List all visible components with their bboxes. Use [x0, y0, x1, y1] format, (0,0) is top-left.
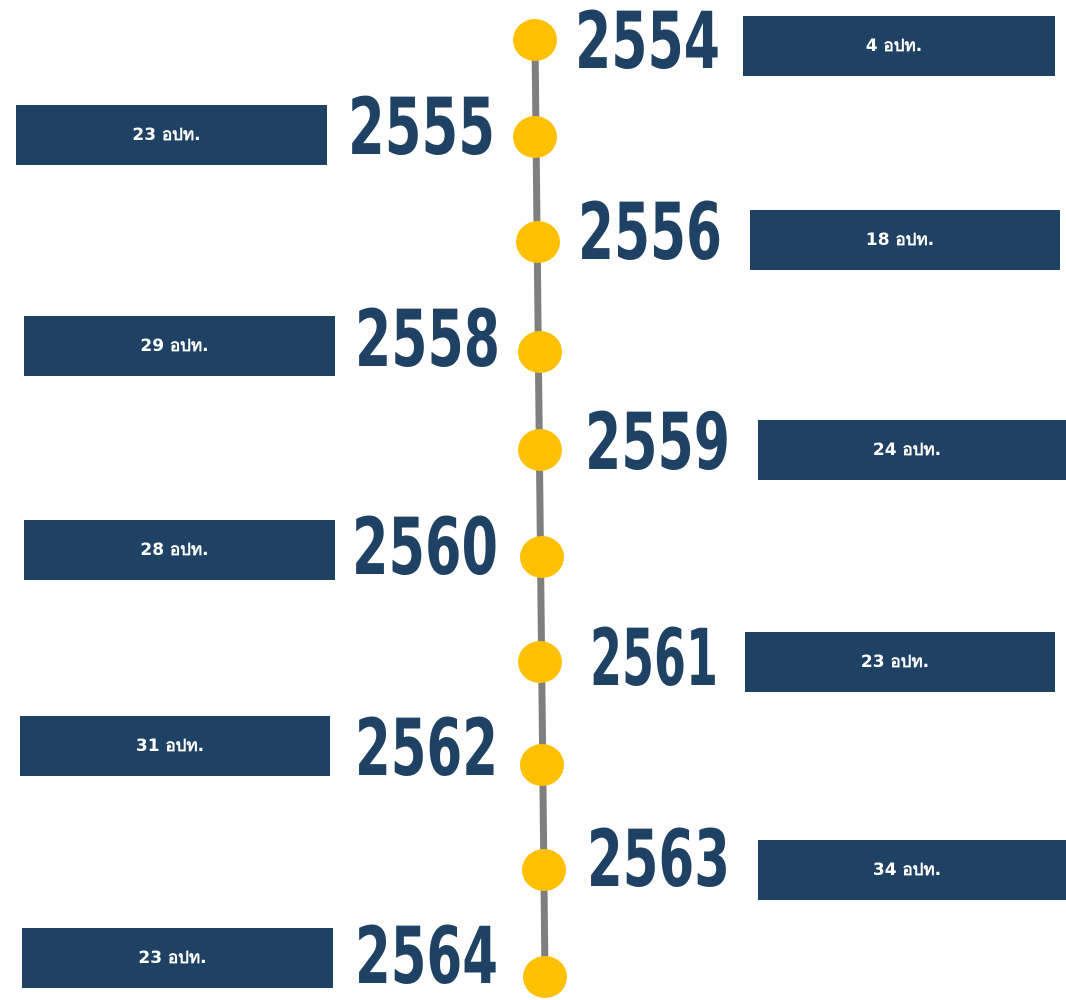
timeline-dot — [520, 536, 564, 578]
year-label: 2563 — [587, 815, 730, 905]
timeline-dot — [518, 641, 562, 683]
timeline-dot — [518, 429, 562, 471]
label-box — [750, 210, 1060, 270]
timeline-axis — [531, 39, 549, 978]
timeline-dot — [516, 221, 560, 263]
label-box — [743, 16, 1055, 76]
year-label: 2555 — [348, 83, 495, 173]
label-box — [758, 840, 1066, 900]
year-label: 2556 — [578, 188, 722, 278]
label-box — [758, 420, 1066, 480]
year-label: 2554 — [575, 0, 720, 87]
year-label: 2559 — [585, 398, 730, 488]
item-label: 29 อปท. — [140, 336, 208, 356]
timeline-dot — [513, 19, 557, 61]
timeline-dot — [518, 331, 562, 373]
year-label: 2562 — [355, 704, 498, 794]
label-box — [22, 928, 333, 988]
item-label: 23 อปท. — [138, 948, 206, 968]
item-label: 23 อปท. — [132, 125, 200, 145]
timeline-dot — [522, 849, 566, 891]
item-label: 24 อปท. — [873, 440, 941, 460]
item-label: 23 อปท. — [861, 652, 929, 672]
year-label: 2561 — [590, 614, 718, 704]
label-box — [16, 105, 327, 165]
timeline-dot — [513, 116, 557, 158]
label-box — [20, 716, 330, 776]
label-box — [24, 520, 335, 580]
item-label: 31 อปท. — [136, 736, 204, 756]
item-label: 4 อปท. — [866, 36, 922, 56]
label-box — [745, 632, 1055, 692]
item-label: 34 อปท. — [873, 860, 941, 880]
year-label: 2564 — [355, 912, 498, 1000]
label-box — [24, 316, 335, 376]
year-label: 2558 — [355, 295, 500, 385]
timeline-dot — [520, 744, 564, 786]
item-label: 28 อปท. — [140, 540, 208, 560]
item-label: 18 อปท. — [866, 230, 934, 250]
year-label: 2560 — [352, 503, 498, 593]
timeline-dot — [523, 956, 567, 998]
